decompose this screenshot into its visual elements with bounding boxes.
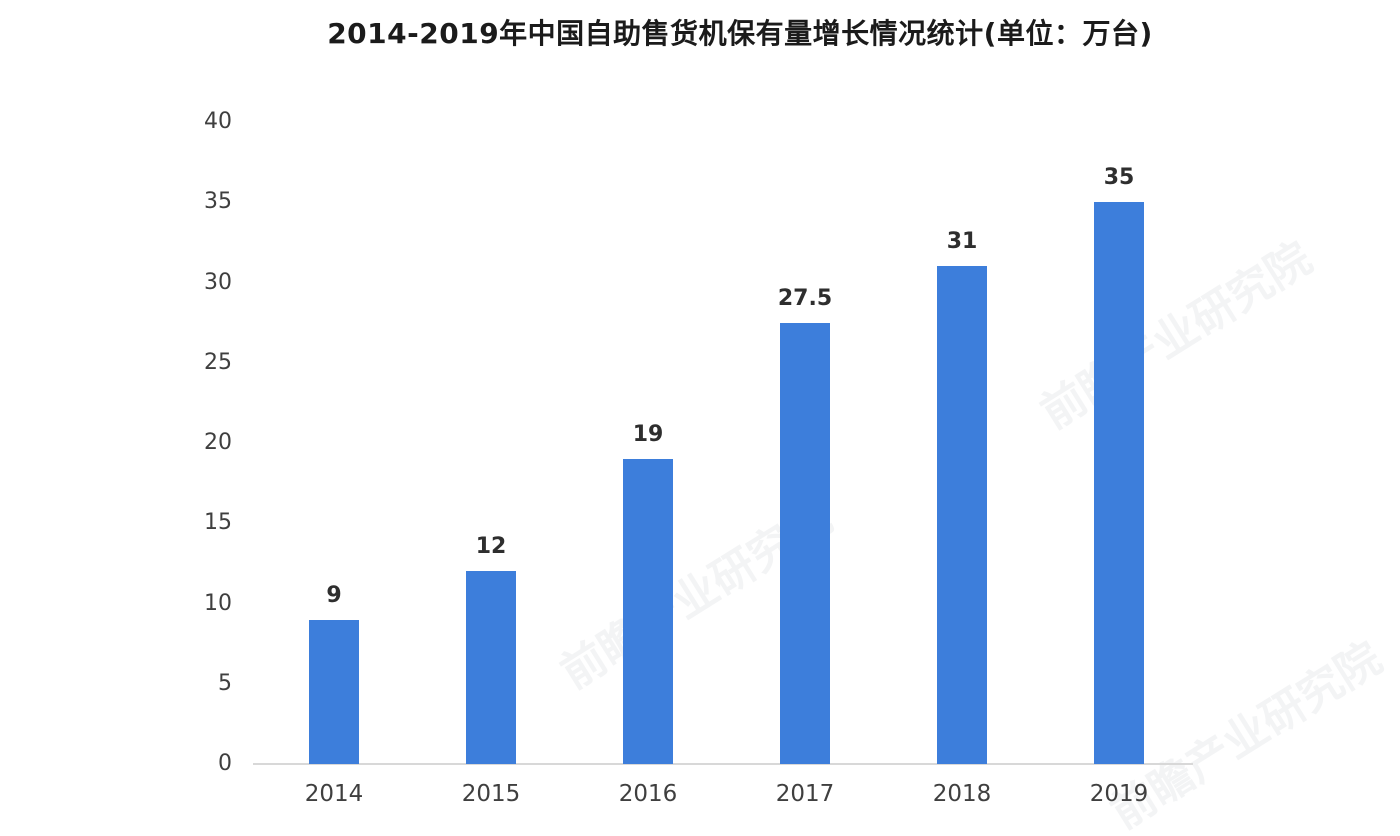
y-axis-tick-label: 10 bbox=[204, 591, 232, 616]
bar-value-label-2016: 19 bbox=[632, 422, 664, 447]
bar-value-label-2015: 12 bbox=[475, 534, 507, 559]
chart-title: 2014-2019年中国自助售货机保有量增长情况统计(单位：万台) bbox=[327, 17, 1153, 50]
bar-value-label-2019: 35 bbox=[1103, 165, 1135, 190]
bar-2016 bbox=[623, 459, 673, 764]
bar-2014 bbox=[309, 620, 359, 764]
x-axis-tick-label-2014: 2014 bbox=[304, 781, 364, 807]
watermark-text: 前瞻产业研究院 bbox=[1032, 232, 1321, 440]
y-axis-tick-label: 15 bbox=[204, 510, 232, 535]
bar-value-label-2018: 31 bbox=[946, 229, 978, 254]
y-axis-tick-label: 40 bbox=[204, 109, 232, 134]
y-axis-tick-label: 0 bbox=[218, 751, 232, 776]
y-axis-tick-label: 35 bbox=[204, 189, 232, 214]
bar-2017 bbox=[780, 323, 830, 764]
bar-value-label-2017: 27.5 bbox=[777, 286, 833, 311]
bar-2019 bbox=[1094, 202, 1144, 764]
y-axis-tick-label: 30 bbox=[204, 270, 232, 295]
y-axis-tick-label: 25 bbox=[204, 350, 232, 375]
y-axis-tick-label: 20 bbox=[204, 430, 232, 455]
x-axis-tick-label-2017: 2017 bbox=[775, 781, 835, 807]
bar-value-label-2014: 9 bbox=[326, 583, 342, 608]
bar-2018 bbox=[937, 266, 987, 764]
x-axis-tick-label-2019: 2019 bbox=[1089, 781, 1149, 807]
bar-2015 bbox=[466, 571, 516, 764]
x-axis-tick-label-2018: 2018 bbox=[932, 781, 992, 807]
x-axis-tick-label-2016: 2016 bbox=[618, 781, 678, 807]
y-axis-tick-label: 5 bbox=[218, 671, 232, 696]
x-axis-tick-label-2015: 2015 bbox=[461, 781, 521, 807]
x-axis-line bbox=[253, 763, 1193, 765]
